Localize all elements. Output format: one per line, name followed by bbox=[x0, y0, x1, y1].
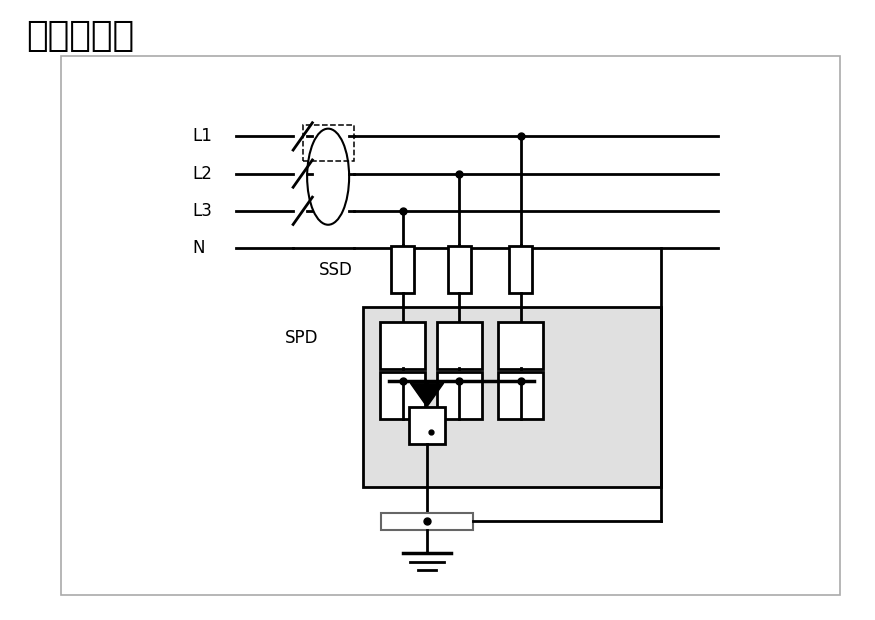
Bar bbox=[498, 372, 543, 419]
Bar bbox=[380, 322, 425, 369]
Text: L1: L1 bbox=[192, 127, 213, 146]
Bar bbox=[61, 56, 840, 595]
Bar bbox=[380, 372, 425, 419]
Text: SSD: SSD bbox=[319, 260, 354, 279]
Polygon shape bbox=[410, 383, 444, 407]
Bar bbox=[391, 247, 414, 293]
Text: L2: L2 bbox=[192, 164, 213, 183]
Bar bbox=[303, 125, 354, 161]
Bar bbox=[409, 407, 445, 444]
Text: 全模保护：: 全模保护： bbox=[26, 19, 135, 53]
Bar bbox=[498, 322, 543, 369]
Bar bbox=[448, 247, 471, 293]
Text: SPD: SPD bbox=[284, 329, 318, 347]
Text: L3: L3 bbox=[192, 202, 213, 220]
Bar bbox=[509, 247, 532, 293]
Bar bbox=[437, 322, 482, 369]
Bar bbox=[437, 372, 482, 419]
Bar bbox=[363, 307, 661, 487]
Bar bbox=[382, 513, 473, 530]
Text: N: N bbox=[192, 239, 205, 257]
